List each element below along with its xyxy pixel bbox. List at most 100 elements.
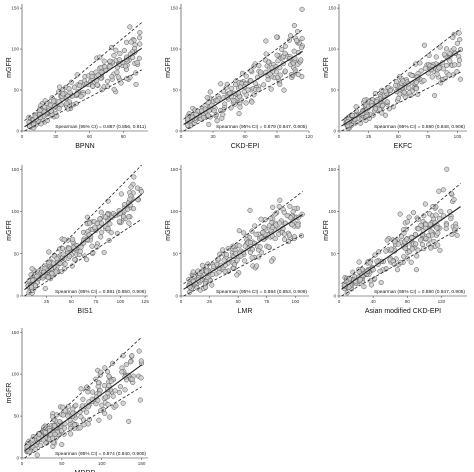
scatter-point (400, 78, 406, 84)
scatter-point (111, 86, 117, 92)
scatter-point (348, 122, 354, 128)
scatter-point (110, 393, 116, 399)
scatter-point (443, 226, 449, 232)
scatter-point (102, 365, 108, 371)
scatter-point (272, 236, 278, 242)
x-tick-label: 100 (117, 299, 125, 304)
x-tick-label: 60 (87, 134, 93, 139)
scatter-point (432, 92, 438, 98)
scatter-point (274, 34, 280, 40)
scatter-point (286, 37, 293, 43)
scatter-point (418, 237, 424, 243)
scatter-point (222, 269, 228, 275)
scatter-point (110, 360, 116, 366)
scatter-point (49, 271, 55, 277)
scatter-point (107, 221, 113, 227)
scatter-point (204, 95, 210, 101)
scatter-point (454, 232, 460, 238)
spearman-annotation: Spearman (95% CI) = 0.879 (0.847, 0.905) (216, 124, 307, 130)
lower-band-line (341, 71, 461, 132)
scatter-point (83, 409, 90, 415)
scatter-point (231, 262, 237, 268)
scatter-point (78, 386, 84, 392)
scatter-point (127, 24, 133, 30)
scatter-point (54, 256, 60, 262)
scatter-point (101, 58, 107, 64)
scatter-point (89, 73, 95, 79)
lower-band-line (183, 68, 303, 132)
x-axis-label: LMR (238, 308, 253, 315)
scatter-point (57, 418, 63, 424)
x-tick-label: 120 (305, 134, 313, 139)
upper-band-line (341, 183, 461, 285)
scatter-point (205, 112, 211, 118)
y-axis-label: mGFR (6, 57, 13, 78)
scatter-point (243, 73, 249, 79)
scatter-point (69, 263, 75, 269)
scatter-point (232, 81, 239, 88)
scatter-point (413, 79, 419, 85)
scatter-point (127, 359, 134, 365)
scatter-point (237, 104, 243, 110)
scatter-point (94, 220, 100, 226)
y-tick-label: 0 (333, 129, 336, 134)
spearman-annotation: Spearman (95% CI) = 0.881 (0.850, 0.906) (55, 289, 146, 295)
scatter-point (421, 213, 427, 219)
y-tick-label: 150 (170, 167, 178, 172)
scatter-point (59, 441, 65, 448)
spearman-annotation: Spearman (95% CI) = 0.880 (0.847, 0.905) (374, 289, 465, 295)
scatter-point (199, 268, 205, 274)
spearman-annotation: Spearman (95% CI) = 0.880 (0.848, 0.906) (374, 124, 465, 130)
scatter-point (44, 117, 50, 124)
scatter-point (121, 47, 128, 54)
scatter-point (42, 430, 49, 436)
x-axis-label: CKD-EPI (231, 143, 259, 150)
scatter-point (422, 201, 428, 207)
x-tick-label: 25 (44, 299, 50, 304)
scatter-point (361, 97, 367, 103)
scatter-point (454, 40, 460, 46)
scatter-point (220, 112, 226, 118)
scatter-point (56, 106, 62, 112)
scatter-point (377, 268, 383, 274)
scatter-point (66, 245, 72, 252)
scatter-point (281, 231, 288, 237)
scatter-point (406, 214, 412, 220)
scatter-point (89, 389, 96, 395)
scatter-point (452, 62, 458, 68)
scatter-point (408, 259, 414, 265)
x-tick-label: 50 (69, 299, 75, 304)
scatter-point (433, 54, 439, 60)
scatter-point (120, 353, 126, 359)
scatter-point (206, 121, 212, 128)
scatter-point (234, 257, 240, 263)
scatter-point (435, 230, 441, 236)
x-tick-label: 0 (180, 299, 183, 304)
scatter-point (374, 258, 380, 264)
scatter-point (434, 71, 440, 77)
scatter-point (62, 261, 68, 267)
scatter-point (60, 251, 66, 257)
scatter-point (34, 452, 40, 458)
scatter-point (242, 258, 248, 264)
scatter-point (97, 216, 103, 222)
scatter-point (279, 46, 285, 53)
scatter-point (68, 79, 74, 85)
upper-band-line (24, 336, 142, 446)
scatter-point (441, 51, 447, 57)
scatter-point (418, 68, 424, 74)
scatter-point (299, 233, 305, 239)
scatter-point (253, 231, 259, 237)
scatter-point (298, 45, 304, 51)
x-tick-label: 100 (98, 461, 106, 466)
y-tick-label: 0 (175, 294, 178, 299)
scatter-point (123, 362, 129, 368)
y-tick-label: 50 (173, 251, 179, 256)
scatter-point (372, 90, 378, 97)
scatter-point (456, 30, 462, 36)
scatter-point (295, 72, 301, 78)
scatter-point (102, 64, 108, 70)
scatter-point (70, 236, 76, 242)
scatter-point (81, 417, 87, 423)
scatter-panel: 0 50 100 150 0 40 80 120 Asian modified CKD-EPI m… (323, 165, 467, 315)
